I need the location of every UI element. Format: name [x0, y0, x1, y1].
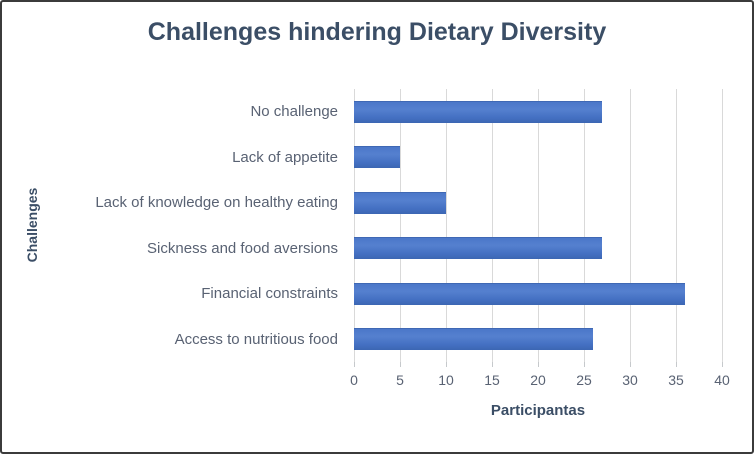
bar	[354, 146, 400, 169]
x-tick-mark	[354, 362, 355, 367]
bar	[354, 282, 686, 305]
plot-area	[354, 89, 723, 367]
category-label: Sickness and food aversions	[147, 239, 338, 257]
gridline	[492, 89, 493, 362]
x-tick-mark	[538, 362, 539, 367]
gridline	[584, 89, 585, 362]
chart-title: Challenges hindering Dietary Diversity	[147, 18, 607, 46]
gridline	[722, 89, 723, 362]
category-label: Lack of knowledge on healthy eating	[95, 194, 338, 212]
gridline	[538, 89, 539, 362]
x-tick-mark	[630, 362, 631, 367]
bar	[354, 237, 603, 260]
x-tick-mark	[722, 362, 723, 367]
x-tick-label: 10	[438, 372, 454, 388]
x-tick-label: 0	[350, 372, 358, 388]
category-label: Lack of appetite	[232, 148, 338, 166]
x-tick-mark	[400, 362, 401, 367]
x-tick-label: 35	[668, 372, 684, 388]
category-label: Access to nutritious food	[174, 330, 338, 348]
bar	[354, 100, 603, 123]
x-tick-mark	[676, 362, 677, 367]
bar	[354, 191, 446, 214]
gridline	[400, 89, 401, 362]
category-label: Financial constraints	[201, 285, 338, 303]
x-tick-label: 15	[484, 372, 500, 388]
x-tick-label: 30	[622, 372, 638, 388]
gridline	[630, 89, 631, 362]
category-label: No challenge	[250, 103, 338, 121]
gridline	[446, 89, 447, 362]
x-tick-label: 20	[530, 372, 546, 388]
x-axis-title: Participantas	[490, 402, 586, 419]
gridline	[354, 89, 355, 362]
x-tick-label: 5	[396, 372, 404, 388]
x-tick-label: 40	[714, 372, 730, 388]
x-tick-mark	[446, 362, 447, 367]
x-tick-label: 25	[576, 372, 592, 388]
x-tick-mark	[492, 362, 493, 367]
gridline	[676, 89, 677, 362]
bar	[354, 328, 594, 351]
x-tick-mark	[584, 362, 585, 367]
